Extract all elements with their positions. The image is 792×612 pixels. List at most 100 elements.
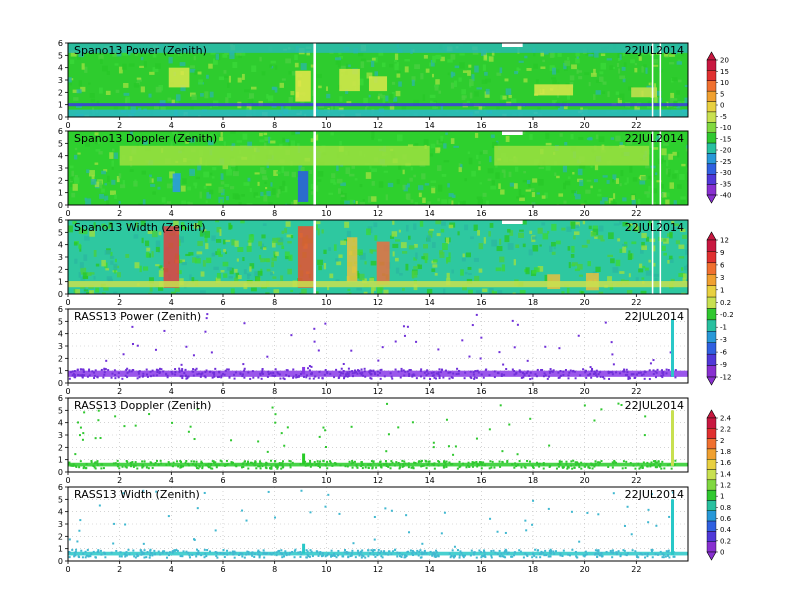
scatter-point bbox=[297, 551, 300, 554]
scatter-point bbox=[239, 552, 242, 555]
scatter-point bbox=[327, 493, 330, 496]
heatmap-cell bbox=[613, 193, 616, 199]
scatter-point bbox=[407, 466, 410, 469]
scatter-point bbox=[195, 463, 198, 466]
heatmap-cell bbox=[273, 289, 280, 294]
heatmap-cell bbox=[204, 230, 210, 238]
scatter-point bbox=[572, 369, 575, 372]
scatter-point bbox=[639, 466, 642, 469]
heatmap-cell bbox=[74, 258, 78, 264]
scatter-point bbox=[157, 463, 160, 466]
scatter-point bbox=[369, 552, 372, 555]
heatmap-cell bbox=[226, 82, 230, 89]
scatter-point bbox=[346, 465, 349, 468]
scatter-point bbox=[429, 378, 432, 381]
heatmap-cell bbox=[104, 195, 109, 202]
heatmap-cell bbox=[566, 287, 570, 294]
heatmap-cell bbox=[674, 170, 679, 174]
scatter-point bbox=[667, 550, 670, 553]
scatter-point bbox=[434, 556, 437, 559]
heatmap-cell bbox=[138, 107, 142, 111]
scatter-point bbox=[656, 368, 659, 371]
scatter-point bbox=[425, 467, 428, 470]
heatmap-cell bbox=[686, 167, 688, 173]
scatter-point bbox=[485, 368, 488, 371]
colorbar-segment bbox=[706, 101, 717, 113]
heatmap-cell bbox=[448, 199, 452, 204]
scatter-point bbox=[363, 370, 366, 373]
heatmap-cell bbox=[669, 182, 675, 189]
colorbar-label: 2 bbox=[720, 437, 724, 445]
colorbar-label: -30 bbox=[720, 169, 731, 177]
scatter-point bbox=[228, 376, 231, 379]
heatmap-cell bbox=[566, 56, 570, 61]
heatmap-cell bbox=[266, 190, 271, 197]
heatmap-cell bbox=[537, 107, 541, 112]
heatmap-cell bbox=[359, 202, 365, 205]
heatmap-cell bbox=[678, 256, 685, 259]
colorbar-rass: 2.42.221.81.61.41.210.80.60.40.20 bbox=[706, 409, 732, 561]
heatmap-cell bbox=[282, 137, 285, 143]
scatter-point bbox=[478, 549, 481, 552]
x-tick-label: 18 bbox=[528, 476, 538, 485]
scatter-point bbox=[411, 421, 414, 424]
scatter-point bbox=[72, 464, 75, 467]
scatter-point bbox=[574, 461, 577, 464]
heatmap-cell bbox=[157, 135, 164, 141]
scatter-point bbox=[225, 459, 228, 462]
scatter-point bbox=[431, 463, 434, 466]
heatmap-cell bbox=[338, 107, 344, 112]
heatmap-cell bbox=[267, 95, 274, 102]
scatter-point bbox=[115, 549, 118, 552]
scatter-point bbox=[201, 372, 204, 375]
scatter-point bbox=[317, 376, 320, 379]
scatter-point bbox=[532, 466, 535, 469]
heatmap-cell bbox=[228, 276, 233, 279]
heatmap-cell bbox=[482, 192, 487, 197]
heatmap-cell bbox=[317, 179, 322, 182]
scatter-point bbox=[283, 444, 286, 447]
scatter-point bbox=[335, 368, 338, 371]
scatter-point bbox=[159, 553, 162, 556]
heatmap-cell bbox=[454, 65, 460, 69]
heatmap-cell bbox=[648, 185, 651, 192]
scatter-point bbox=[373, 538, 376, 541]
scatter-point bbox=[114, 377, 117, 380]
scatter-point bbox=[433, 555, 436, 558]
scatter-point bbox=[174, 549, 177, 552]
heatmap-cell bbox=[588, 82, 591, 87]
scatter-point bbox=[296, 376, 299, 379]
scatter-point bbox=[361, 549, 364, 552]
scatter-point bbox=[203, 556, 206, 559]
scatter-point bbox=[437, 371, 440, 374]
heatmap-cell bbox=[257, 270, 263, 276]
heatmap-cell bbox=[419, 220, 424, 227]
scatter-point bbox=[127, 548, 130, 551]
scatter-point bbox=[267, 370, 270, 373]
scatter-point bbox=[480, 462, 483, 465]
heatmap-cell bbox=[474, 132, 479, 138]
heatmap-cell bbox=[615, 135, 621, 142]
scatter-point bbox=[259, 374, 262, 377]
heatmap-cell bbox=[357, 52, 364, 57]
heatmap-cell bbox=[623, 62, 627, 67]
heatmap-cell bbox=[628, 273, 631, 278]
scatter-point bbox=[594, 460, 597, 463]
scatter-point bbox=[350, 552, 353, 555]
heatmap-cell bbox=[155, 86, 162, 93]
scatter-point bbox=[493, 466, 496, 469]
scatter-point bbox=[172, 550, 175, 553]
y-tick-label: 3 bbox=[58, 76, 63, 85]
y-tick-label: 6 bbox=[58, 127, 63, 136]
scatter-point bbox=[122, 353, 125, 356]
scatter-point bbox=[411, 374, 414, 377]
heatmap-cell bbox=[457, 231, 460, 236]
scatter-point bbox=[389, 372, 392, 375]
scatter-point bbox=[623, 524, 626, 527]
heatmap-cell bbox=[157, 186, 161, 190]
scatter-point bbox=[659, 550, 662, 553]
heatmap-cell bbox=[682, 234, 687, 239]
heatmap-cell bbox=[281, 78, 286, 81]
scatter-point bbox=[464, 371, 467, 374]
scatter-point bbox=[452, 555, 455, 558]
